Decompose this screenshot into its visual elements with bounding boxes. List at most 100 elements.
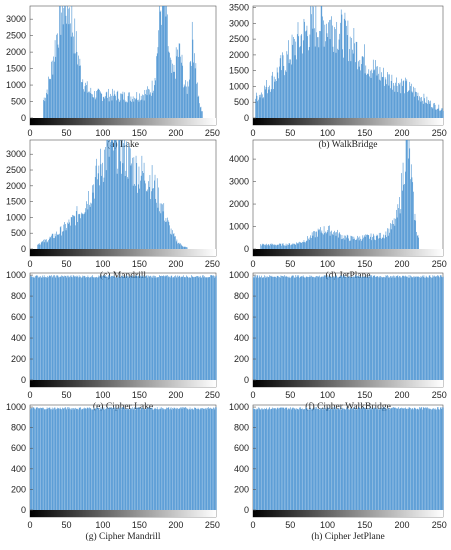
histogram-bar <box>109 407 111 510</box>
histogram-bar <box>116 173 118 249</box>
histogram-bar <box>67 407 68 510</box>
histogram-bar <box>387 276 389 380</box>
histogram-bar <box>434 276 436 380</box>
histogram-bar <box>157 277 159 380</box>
histogram-bar <box>140 180 141 249</box>
histogram-bar <box>312 408 314 510</box>
histogram-bar <box>314 407 316 510</box>
histogram-bar <box>389 232 390 249</box>
histogram-bar <box>268 244 270 249</box>
y-tick-label: 600 <box>11 443 26 453</box>
histogram-bar <box>350 408 352 510</box>
histogram-bar <box>67 8 69 118</box>
histogram-bar <box>291 244 293 249</box>
histogram-bar <box>190 60 192 118</box>
histogram-bar <box>115 140 116 249</box>
histogram-bar <box>293 277 295 380</box>
histogram-bar <box>253 408 254 510</box>
x-tick-label: 150 <box>357 259 372 269</box>
histogram-bar <box>287 54 288 118</box>
histogram-bar <box>313 231 314 249</box>
histogram-bar <box>196 408 197 510</box>
histogram-bar <box>318 277 320 380</box>
histogram-bar <box>318 47 320 118</box>
histogram-bar <box>320 276 322 380</box>
histogram-bar <box>116 408 117 510</box>
histogram-bar <box>369 275 371 380</box>
histogram-bar <box>408 140 410 249</box>
y-tick-label: 1500 <box>229 66 249 76</box>
histogram-bar <box>40 276 41 380</box>
histogram-bar <box>417 234 419 249</box>
histogram-bar <box>35 275 37 380</box>
histogram-bar <box>364 236 366 249</box>
histogram-bar <box>399 82 401 118</box>
histogram-bar <box>363 407 364 510</box>
histogram-bar <box>173 233 175 249</box>
histogram-bar <box>405 408 407 510</box>
histogram-bar <box>403 408 405 510</box>
histogram-bar <box>54 275 55 380</box>
histogram-bar <box>361 277 362 380</box>
histogram-bar <box>52 233 54 249</box>
histogram-bar <box>138 275 140 380</box>
histogram-bar <box>321 408 323 510</box>
histogram-bar <box>51 277 53 380</box>
y-tick-label: 1000 <box>229 270 249 280</box>
histogram-bar <box>390 80 392 118</box>
histogram-bar <box>335 235 337 249</box>
histogram-bar <box>308 50 309 118</box>
histogram-bar <box>160 213 162 249</box>
histogram-bar <box>383 276 384 380</box>
histogram-bar <box>66 277 68 380</box>
histogram-bar <box>431 409 433 510</box>
histogram-bar <box>296 276 297 380</box>
histogram-bar <box>167 220 169 249</box>
histogram-bar <box>154 77 156 118</box>
x-tick-label: 150 <box>357 390 372 400</box>
histogram-bar <box>113 95 114 118</box>
histogram-bar <box>151 165 153 249</box>
histogram-bar <box>361 239 363 249</box>
histogram-bar <box>347 276 349 380</box>
histogram-bar <box>292 407 294 510</box>
histogram-bar <box>400 408 402 510</box>
histogram-bar <box>53 56 54 118</box>
histogram-bar <box>264 408 265 510</box>
histogram-bar <box>195 407 197 510</box>
histogram-bar <box>56 275 58 380</box>
histogram-bar <box>399 276 400 380</box>
histogram-bar <box>358 237 359 249</box>
histogram-bar <box>210 275 211 380</box>
histogram-bar <box>53 275 54 380</box>
histogram-bar <box>89 93 91 118</box>
histogram-bar <box>191 65 192 118</box>
histogram-bar <box>323 20 324 119</box>
histogram-bar <box>284 245 285 249</box>
histogram-bar <box>122 276 124 380</box>
histogram-bar <box>391 223 393 249</box>
histogram-bar <box>435 276 437 380</box>
histogram-bar <box>375 236 377 249</box>
histogram-bar <box>202 408 203 510</box>
histogram-bar <box>322 409 323 510</box>
histogram-bar <box>90 408 92 510</box>
histogram-bar <box>80 407 81 510</box>
histogram-bar <box>316 275 317 380</box>
histogram-bar <box>190 277 192 380</box>
histogram-bar <box>334 276 335 380</box>
histogram-bar <box>60 226 62 249</box>
histogram-bar <box>140 276 142 380</box>
histogram-bar <box>430 409 431 510</box>
histogram-bar <box>333 409 335 510</box>
histogram-bar <box>285 407 286 510</box>
histogram-bar <box>49 407 51 510</box>
histogram-bar <box>341 235 343 249</box>
histogram-bar <box>296 242 297 249</box>
histogram-bar <box>48 275 50 380</box>
y-tick-label: 400 <box>234 333 249 343</box>
histogram-bar <box>374 69 376 118</box>
histogram-bar <box>148 275 149 380</box>
histogram-bar <box>124 277 126 380</box>
histogram-bar <box>369 76 370 118</box>
